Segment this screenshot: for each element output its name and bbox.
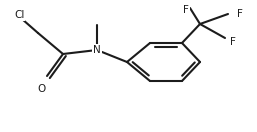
Text: F: F [237,9,243,19]
Text: N: N [93,45,101,55]
Text: Cl: Cl [14,10,24,20]
Text: O: O [38,84,46,94]
Text: F: F [183,5,189,15]
Text: F: F [230,37,236,47]
